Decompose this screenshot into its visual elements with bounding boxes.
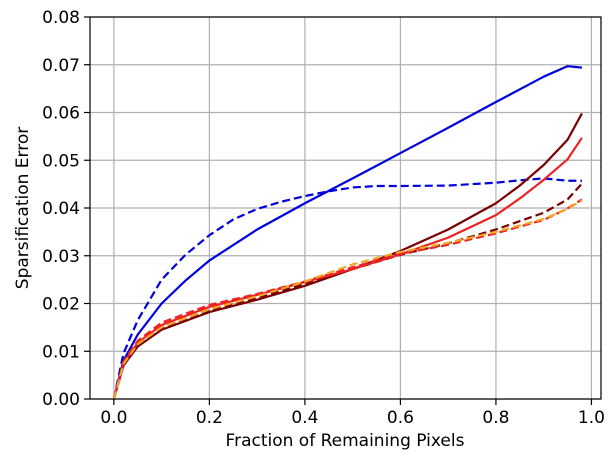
x-tick-label: 0.0: [100, 408, 127, 428]
y-tick-label: 0.01: [42, 342, 80, 362]
x-axis-label: Fraction of Remaining Pixels: [226, 431, 465, 451]
series-lines: [112, 65, 583, 400]
y-tick-label: 0.07: [42, 56, 80, 76]
y-axis-label: Sparsification Error: [13, 127, 33, 289]
y-tick-label: 0.05: [42, 151, 80, 171]
series-line-0: [112, 65, 583, 400]
x-tick-label: 0.4: [291, 408, 318, 428]
x-tick-label: 1.0: [578, 408, 605, 428]
y-tick-label: 0.08: [42, 8, 80, 28]
y-tick-label: 0.04: [42, 199, 80, 219]
series-line-4: [112, 137, 583, 400]
x-tick-label: 0.6: [387, 408, 414, 428]
ticks: 0.0 0.2 0.4 0.6 0.8 1.0 0.00 0.01 0.02 0.03 0.04 0.…: [42, 8, 605, 428]
y-tick-label: 0.06: [42, 104, 80, 124]
y-tick-label: 0.00: [42, 390, 80, 410]
grid: [90, 16, 601, 400]
y-tick-label: 0.02: [42, 295, 80, 315]
series-line-1: [112, 177, 582, 400]
x-tick-label: 0.8: [482, 408, 509, 428]
y-tick-label: 0.03: [42, 247, 80, 267]
x-tick-label: 0.2: [196, 408, 223, 428]
series-line-5: [112, 198, 583, 400]
series-line-3: [112, 182, 583, 400]
series-line-6: [112, 199, 583, 400]
